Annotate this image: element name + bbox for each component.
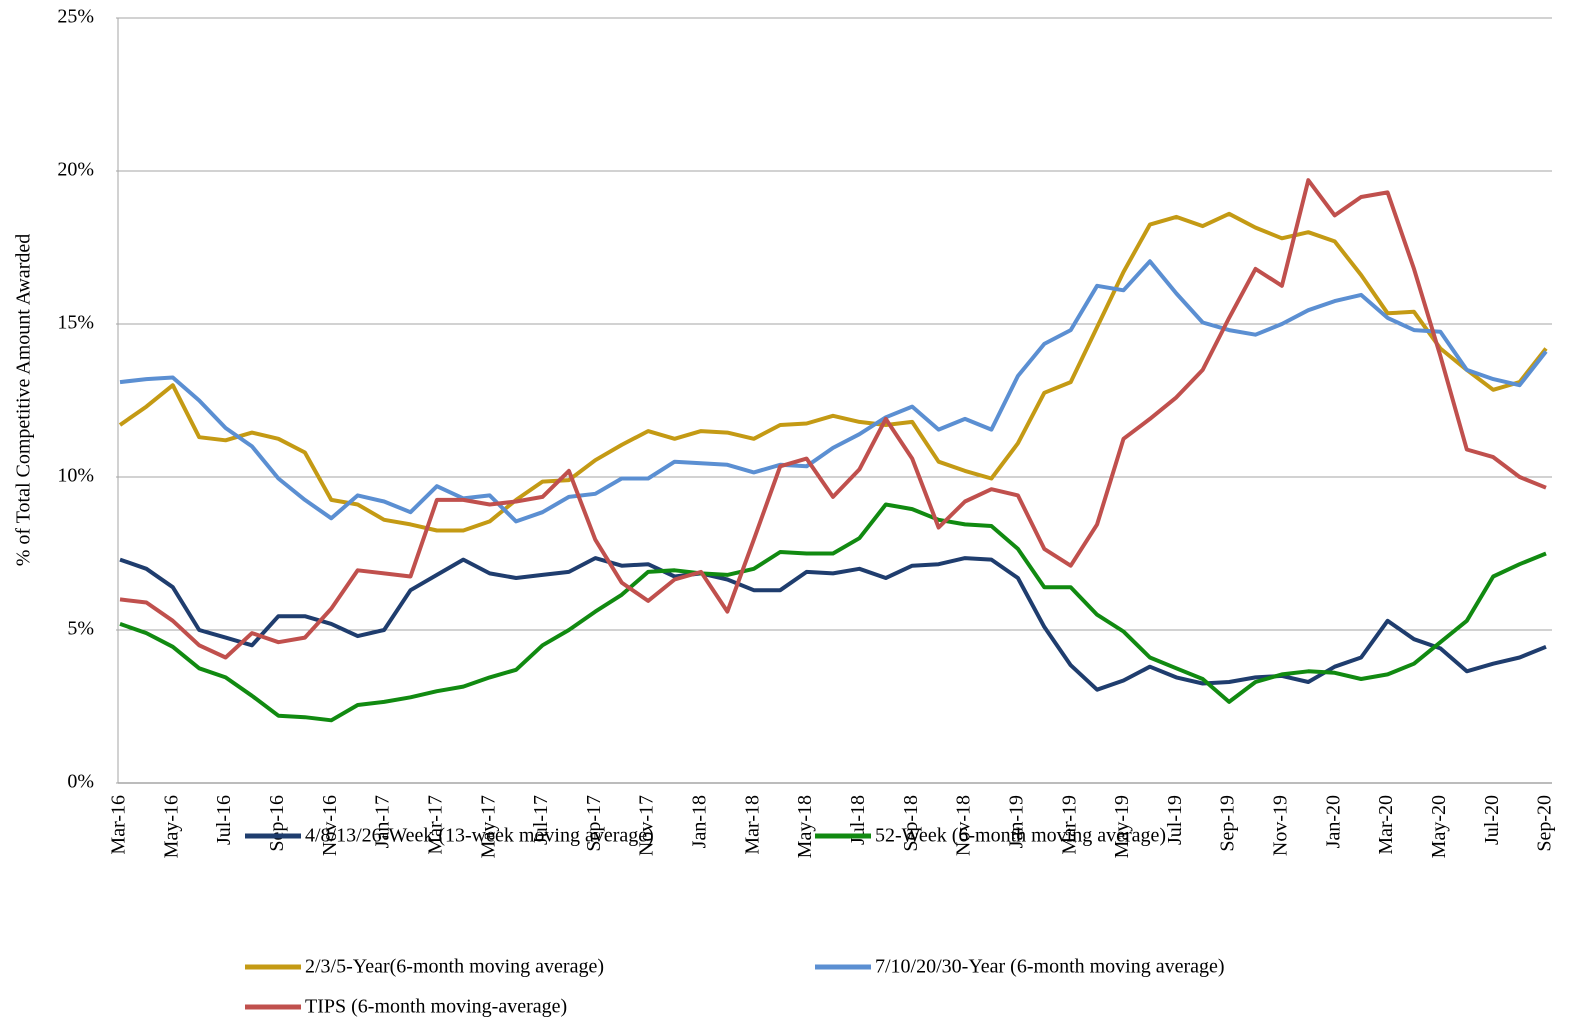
- y-tick-label: 10%: [57, 465, 94, 487]
- x-tick-label: Sep-19: [1217, 795, 1239, 852]
- x-tick-label: Nov-19: [1270, 795, 1292, 856]
- x-tick-label: Sep-16: [266, 795, 288, 852]
- legend-label: 52-Week (6-month moving average): [875, 825, 1166, 847]
- y-tick-label: 15%: [57, 312, 94, 334]
- y-tick-label: 0%: [67, 771, 94, 793]
- legend-label: TIPS (6-month moving-average): [305, 996, 567, 1018]
- x-tick-label: Jul-17: [530, 795, 552, 845]
- x-tick-label: Jul-16: [213, 795, 235, 845]
- x-tick-label: Nov-17: [636, 795, 658, 856]
- x-tick-label: Mar-18: [741, 795, 763, 855]
- x-tick-label: Jul-20: [1481, 795, 1503, 845]
- y-tick-label: 5%: [67, 618, 94, 640]
- x-tick-label: Nov-16: [319, 795, 341, 856]
- series-line: [119, 502, 1547, 723]
- x-tick-label: Jan-20: [1322, 795, 1344, 848]
- series-line: [119, 259, 1548, 524]
- x-tick-label: May-20: [1428, 795, 1450, 858]
- y-tick-label: 25%: [57, 6, 94, 28]
- x-tick-label: Jul-18: [847, 795, 869, 845]
- series-line: [118, 211, 1548, 533]
- x-tick-label: Nov-18: [953, 795, 975, 856]
- x-tick-label: Mar-16: [108, 795, 130, 855]
- x-tick-label: May-17: [477, 795, 499, 858]
- y-axis-label: % of Total Competitive Amount Awarded: [13, 234, 35, 566]
- x-tick-label: Mar-17: [424, 795, 446, 855]
- legend-label: 4/8/13/26-Week (13-week moving average): [305, 825, 654, 847]
- legend-label: 2/3/5-Year(6-month moving average): [305, 956, 604, 978]
- x-tick-label: Mar-20: [1375, 795, 1397, 855]
- legend-label: 7/10/20/30-Year (6-month moving average): [875, 956, 1225, 978]
- x-tick-label: Jan-18: [689, 795, 711, 848]
- x-tick-label: Sep-20: [1534, 795, 1556, 852]
- x-tick-label: Jan-19: [1005, 795, 1027, 848]
- x-tick-label: Mar-19: [1058, 795, 1080, 855]
- x-tick-label: May-16: [160, 795, 182, 858]
- x-tick-label: Sep-18: [900, 795, 922, 852]
- series-line: [119, 178, 1547, 660]
- x-tick-label: May-18: [794, 795, 816, 858]
- x-tick-label: May-19: [1111, 795, 1133, 858]
- x-tick-label: Sep-17: [583, 795, 605, 852]
- x-tick-label: Jul-19: [1164, 795, 1186, 845]
- x-tick-label: Jan-17: [372, 795, 394, 848]
- series-line: [119, 556, 1547, 692]
- y-tick-label: 20%: [57, 159, 94, 181]
